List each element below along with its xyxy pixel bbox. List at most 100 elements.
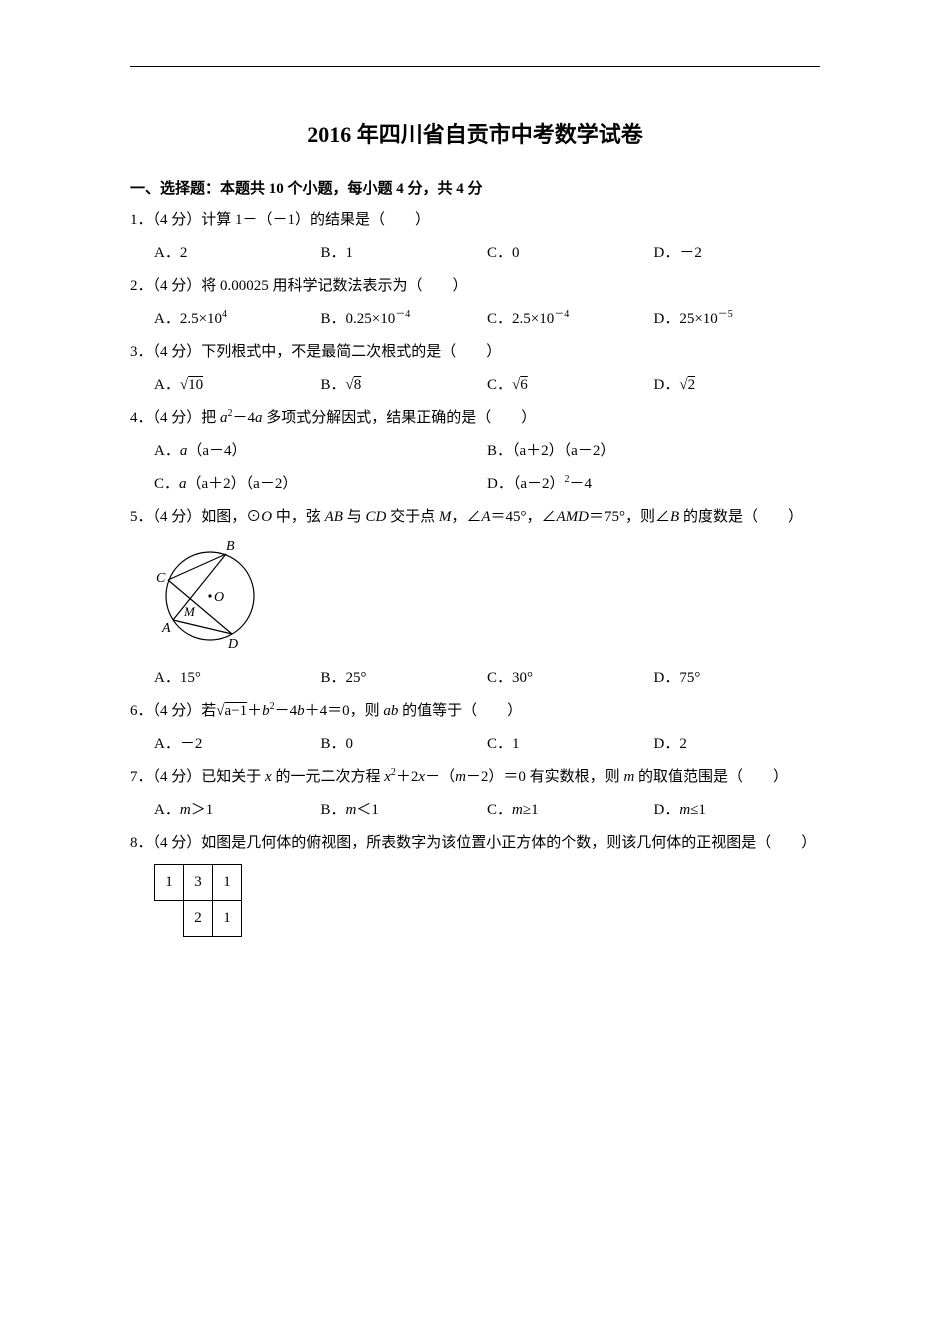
q5-mid4: ，∠ [451, 509, 481, 525]
q7-pre: 7．（4 分）已知关于 [130, 769, 265, 785]
q4-stem: 4．（4 分）把 a2－4a 多项式分解因式，结果正确的是（ ） [130, 402, 820, 435]
q4c-var: a [179, 476, 187, 492]
question-1: 1．（4 分）计算 1－（－1）的结果是（ ） A．2 B．1 C．0 D．－2 [130, 204, 820, 270]
question-5: 5．（4 分）如图，⊙O 中，弦 AB 与 CD 交于点 M，∠A＝45°，∠A… [130, 501, 820, 695]
q3c-sqrt: √ [512, 377, 520, 393]
exam-title: 2016 年四川省自贡市中考数学试卷 [130, 117, 820, 149]
q8-grid: 1 3 1 2 1 [154, 864, 242, 937]
q3c-rad: 6 [520, 377, 528, 393]
q6-mid3: ＋4＝0，则 [305, 703, 384, 719]
q1-stem: 1．（4 分）计算 1－（－1）的结果是（ ） [130, 204, 820, 237]
q4d-txt2: －4 [570, 476, 593, 492]
q5-AB: AB [325, 509, 343, 525]
q4-option-d: D．（a－2）2－4 [487, 468, 820, 501]
q7-mid1: 的一元二次方程 [272, 769, 385, 785]
q6-options: A．－2 B．0 C．1 D．2 [130, 728, 820, 761]
q5-AMD: AMD [557, 509, 590, 525]
label-a: A [161, 621, 171, 636]
q3a-pre: A． [154, 377, 180, 393]
q6-b2: b [297, 703, 305, 719]
q5-mid3: 交于点 [386, 509, 439, 525]
exam-page: 2016 年四川省自贡市中考数学试卷 一、选择题：本题共 10 个小题，每小题 … [0, 0, 950, 1344]
section1-heading: 一、选择题：本题共 10 个小题，每小题 4 分，共 4 分 [130, 177, 820, 198]
q7c-var: m [512, 802, 523, 818]
q7b-pre: B． [321, 802, 346, 818]
q1-option-d: D．－2 [654, 237, 821, 270]
q7-option-d: D．m≤1 [654, 794, 821, 827]
q7c-rel: ≥1 [523, 802, 539, 818]
q4-option-a: A．a（a－4） [154, 435, 487, 468]
q3-option-a: A．√10 [154, 369, 321, 402]
q3-options: A．√10 B．√8 C．√6 D．√2 [130, 369, 820, 402]
q7-mid2: ＋2 [396, 769, 419, 785]
q6-b1: b [262, 703, 270, 719]
q3a-sqrt: √ [180, 377, 188, 393]
question-3: 3．（4 分）下列根式中，不是最简二次根式的是（ ） A．√10 B．√8 C．… [130, 336, 820, 402]
q4-option-b: B．（a＋2）（a－2） [487, 435, 820, 468]
q7-x1: x [265, 769, 272, 785]
q2-stem: 2．（4 分）将 0.00025 用科学记数法表示为（ ） [130, 270, 820, 303]
q5-stem: 5．（4 分）如图，⊙O 中，弦 AB 与 CD 交于点 M，∠A＝45°，∠A… [130, 501, 820, 534]
circle-diagram: B C A D M O [154, 538, 274, 658]
q6-option-b: B．0 [321, 728, 488, 761]
q3a-rad: 10 [188, 377, 203, 393]
q7c-pre: C． [487, 802, 512, 818]
q5-O: O [261, 509, 272, 525]
q1-option-a: A．2 [154, 237, 321, 270]
q8-cell-0-1: 3 [184, 865, 213, 901]
q4-stem-post: 多项式分解因式，结果正确的是（ ） [263, 410, 537, 426]
q3d-rad: 2 [688, 377, 696, 393]
q8-grid-row-1: 2 1 [155, 901, 242, 937]
q6-mid1: ＋ [247, 703, 262, 719]
q5-diagram: B C A D M O [154, 538, 820, 658]
q2-option-c: C．2.5×10－4 [487, 303, 654, 336]
q1-option-b: B．1 [321, 237, 488, 270]
q2b-exp: －4 [395, 309, 410, 320]
q8-cell-1-0 [155, 901, 184, 937]
q6-sqrt: √ [216, 703, 224, 719]
question-2: 2．（4 分）将 0.00025 用科学记数法表示为（ ） A．2.5×104 … [130, 270, 820, 336]
q7-option-a: A．m＞1 [154, 794, 321, 827]
q2-option-a: A．2.5×104 [154, 303, 321, 336]
question-7: 7．（4 分）已知关于 x 的一元二次方程 x2＋2x－（m－2）＝0 有实数根… [130, 761, 820, 827]
q4b-pre: B． [487, 443, 512, 459]
question-4: 4．（4 分）把 a2－4a 多项式分解因式，结果正确的是（ ） A．a（a－4… [130, 402, 820, 501]
q6-option-c: C．1 [487, 728, 654, 761]
q7-post: 的取值范围是（ ） [634, 769, 788, 785]
q8-cell-1-2: 1 [213, 901, 242, 937]
q3-option-b: B．√8 [321, 369, 488, 402]
q5-pre: 5．（4 分）如图，⊙ [130, 509, 261, 525]
q5-mid6: ＝75°，则∠ [589, 509, 670, 525]
q7a-pre: A． [154, 802, 180, 818]
q3b-pre: B． [321, 377, 346, 393]
q6-rad: a−1 [225, 703, 248, 719]
q5-CD: CD [365, 509, 386, 525]
q3b-sqrt: √ [346, 377, 354, 393]
q6-post: 的值等于（ ） [398, 703, 522, 719]
question-6: 6．（4 分）若√a−1＋b2－4b＋4＝0，则 ab 的值等于（ ） A．－2… [130, 695, 820, 761]
q1-options: A．2 B．1 C．0 D．－2 [130, 237, 820, 270]
q4a-pre: A． [154, 443, 180, 459]
q3-option-c: C．√6 [487, 369, 654, 402]
q6-stem: 6．（4 分）若√a−1＋b2－4b＋4＝0，则 ab 的值等于（ ） [130, 695, 820, 728]
q6-option-a: A．－2 [154, 728, 321, 761]
q5-A: A [481, 509, 490, 525]
label-b: B [226, 539, 235, 554]
q2-option-d: D．25×10－5 [654, 303, 821, 336]
q2-options: A．2.5×104 B．0.25×10－4 C．2.5×10－4 D．25×10… [130, 303, 820, 336]
q4-option-c: C．a（a＋2）（a－2） [154, 468, 487, 501]
q4c-pre: C． [154, 476, 179, 492]
q5-options: A．15° B．25° C．30° D．75° [130, 662, 820, 695]
q4-a2: a [255, 410, 263, 426]
q8-grid-row-0: 1 3 1 [155, 865, 242, 901]
q5-mid: 中，弦 [272, 509, 325, 525]
q5-option-a: A．15° [154, 662, 321, 695]
q4-stem-pre: 4．（4 分）把 [130, 410, 220, 426]
label-d: D [227, 637, 238, 652]
q4b-txt: （a＋2）（a－2） [512, 443, 615, 459]
label-m: M [183, 604, 196, 619]
label-o: O [214, 590, 224, 605]
q7-m2: m [623, 769, 634, 785]
q6-pre: 6．（4 分）若 [130, 703, 216, 719]
q7-option-c: C．m≥1 [487, 794, 654, 827]
